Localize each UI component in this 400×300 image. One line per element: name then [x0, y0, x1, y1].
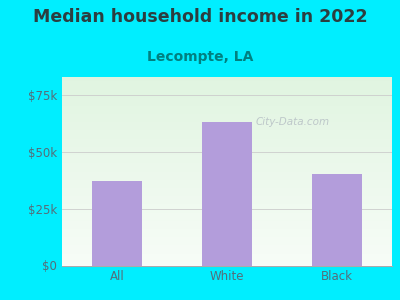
Text: Median household income in 2022: Median household income in 2022 [33, 8, 367, 26]
Text: Lecompte, LA: Lecompte, LA [147, 50, 253, 64]
Bar [92, 181, 142, 266]
Text: City-Data.com: City-Data.com [256, 117, 330, 127]
Bar [202, 122, 252, 266]
Bar [312, 174, 362, 266]
